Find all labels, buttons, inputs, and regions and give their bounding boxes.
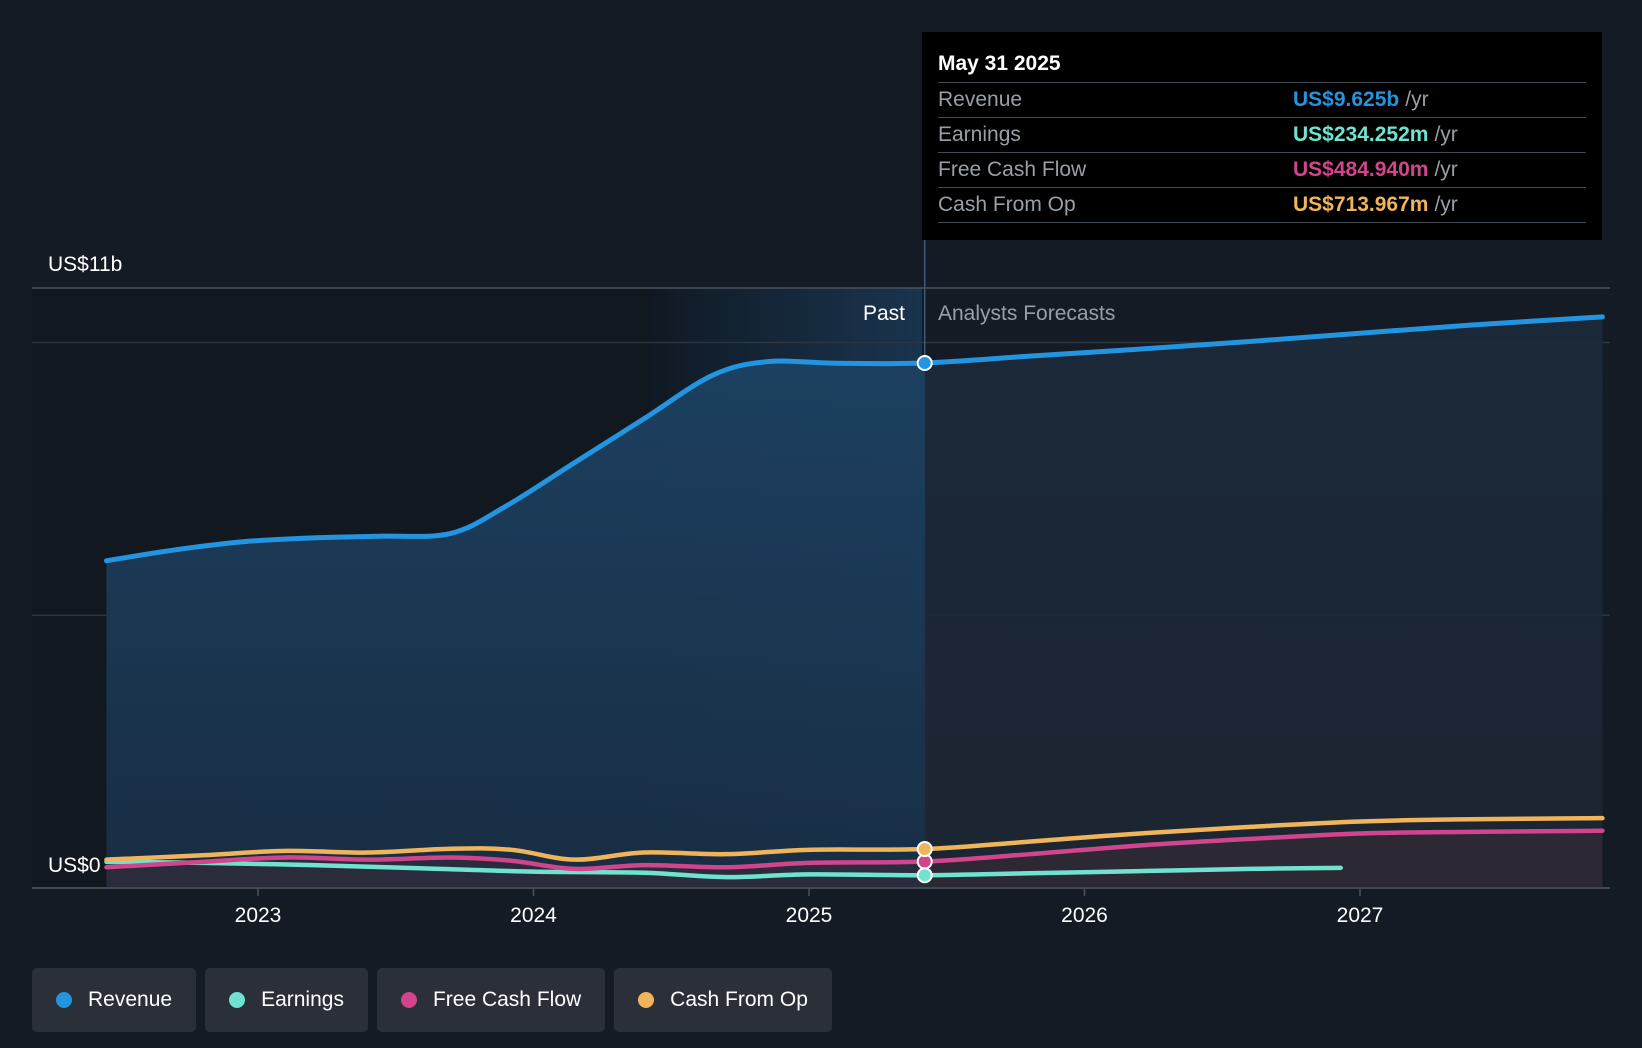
tooltip-row-label: Cash From Op [938,193,1076,216]
x-tick-label: 2026 [1061,904,1108,927]
legend-item-cash-from-op[interactable]: Cash From Op [614,968,832,1032]
x-tick-label: 2024 [510,904,557,927]
legend-dot-icon [56,992,72,1008]
area-fills [106,316,1603,889]
forecast-label: Analysts Forecasts [938,302,1115,325]
legend-label: Revenue [88,988,173,1011]
revenue-line [103,314,1605,564]
tooltip-rows: Revenue US$9.625b/yr Earnings US$234.252m/y… [938,82,1586,223]
tooltip-row-unit: /yr [1434,193,1458,216]
y-axis-top-label: US$11b [48,253,122,276]
tooltip-row-value: US$713.967m [1293,193,1429,216]
tooltip-row-unit: /yr [1434,123,1458,146]
legend-label: Free Cash Flow [432,988,582,1011]
legend-label: Cash From Op [670,988,808,1011]
chart-legend: Revenue Earnings Free Cash Flow Cash From O… [32,968,832,1032]
cash-from-op-marker [916,841,933,858]
revenue-area-past [106,361,925,888]
x-axis-ticks: 2023 2024 2025 2026 2027 [32,887,1610,927]
legend-item-free-cash-flow[interactable]: Free Cash Flow [376,968,606,1032]
tooltip-row: Cash From Op US$713.967m/yr [938,187,1586,223]
revenue-marker [916,355,933,371]
data-tooltip: May 31 2025 Revenue US$9.625b/yr Earnings U… [922,32,1602,240]
tooltip-row-label: Revenue [938,88,1023,111]
past-label: Past [863,302,905,325]
x-tick-label: 2023 [235,904,282,927]
legend-item-revenue[interactable]: Revenue [32,968,197,1032]
legend-dot-icon [400,992,417,1008]
legend-label: Earnings [261,988,344,1011]
legend-item-earnings[interactable]: Earnings [205,968,368,1032]
tooltip-row-label: Free Cash Flow [938,158,1087,181]
tooltip-row-value: US$484.940m [1293,158,1429,181]
tooltip-row: Free Cash Flow US$484.940m/yr [938,152,1586,187]
cash-from-op-line [104,815,1605,862]
tooltip-row-label: Earnings [938,123,1021,146]
legend-dot-icon [229,992,246,1008]
earnings-marker [916,867,933,884]
x-tick-label: 2027 [1337,904,1384,927]
tooltip-row: Earnings US$234.252m/yr [938,117,1586,152]
y-axis-bottom-label: US$0 [48,854,101,877]
tooltip-date: May 31 2025 [938,52,1061,75]
x-tick-label: 2025 [786,904,833,927]
tooltip-row-value: US$234.252m [1293,123,1429,146]
fcf-area [106,830,1603,888]
tooltip-row: Revenue US$9.625b/yr [938,82,1586,117]
tooltip-row-unit: /yr [1405,88,1429,111]
tooltip-row-value: US$9.625b [1293,88,1400,111]
free-cash-flow-line [104,828,1605,872]
series-lines [103,314,1605,880]
highlight-markers [916,355,933,884]
earnings-line [104,859,1343,880]
legend-dot-icon [638,992,655,1008]
tooltip-row-unit: /yr [1434,158,1458,181]
